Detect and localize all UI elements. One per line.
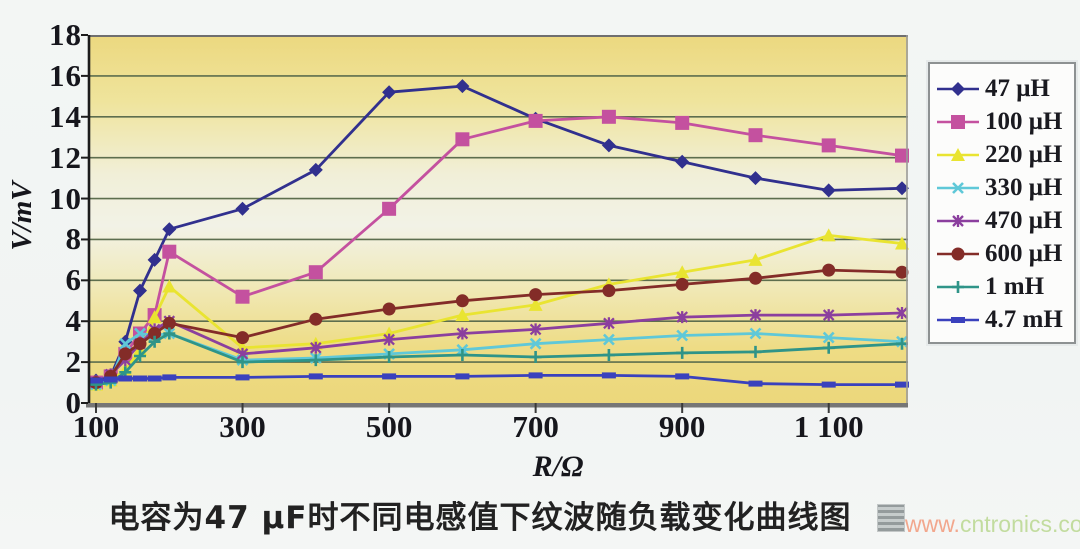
- chart-legend: 47 μH 100 μH 220 μH 330 μH 470 μH 600 μH 1 mH 4…: [928, 62, 1076, 344]
- y-tick-label: 0: [65, 384, 82, 420]
- legend-label: 1 mH: [985, 273, 1045, 300]
- legend-label: 470 μH: [985, 207, 1063, 234]
- x-tick-label: 500: [365, 409, 413, 444]
- x-tick-label: 100: [72, 409, 120, 444]
- y-tick-label: 10: [49, 180, 82, 216]
- legend-marker-icon: [937, 214, 979, 227]
- legend-label: 330 μH: [985, 174, 1063, 201]
- series-line: [94, 84, 904, 382]
- series-line: [94, 373, 904, 387]
- legend-label: 220 μH: [985, 141, 1063, 168]
- legend-marker-icon: [937, 247, 979, 260]
- legend-item: 47 μH: [936, 72, 1074, 105]
- chart-plot-area: [81, 34, 909, 413]
- series-line: [94, 268, 904, 385]
- figure-caption: 电容为47 μF时不同电感值下纹波随负载变化曲线图: [108, 500, 852, 536]
- y-tick-label: 14: [49, 98, 82, 134]
- legend-marker-icon: [937, 114, 979, 129]
- legend-marker-icon: [937, 147, 979, 161]
- y-tick-label: 2: [65, 343, 82, 379]
- legend-marker-icon: [937, 316, 979, 323]
- series-line: [94, 332, 904, 387]
- legend-label: 47 μH: [985, 75, 1050, 102]
- legend-item: 1 mH: [936, 270, 1074, 303]
- watermark-domain: cntronics.com: [959, 511, 1080, 537]
- legend-item: 4.7 mH: [936, 303, 1074, 336]
- x-tick-label: 900: [658, 409, 706, 444]
- series-line: [94, 115, 904, 385]
- series-markers: [90, 327, 908, 391]
- y-tick-label: 4: [65, 303, 82, 339]
- x-tick-label: 700: [512, 409, 559, 444]
- y-tick-label: 16: [49, 57, 82, 93]
- series-line: [94, 332, 904, 387]
- series-markers: [89, 372, 909, 388]
- watermark-text: www.cntronics.com: [905, 513, 1080, 536]
- x-tick-label: 300: [219, 409, 266, 444]
- legend-item: 600 μH: [936, 237, 1074, 270]
- legend-label: 100 μH: [985, 108, 1063, 135]
- legend-label: 4.7 mH: [985, 306, 1063, 333]
- legend-marker-icon: [937, 280, 979, 293]
- legend-item: 220 μH: [936, 138, 1074, 171]
- y-axis-title: V/mV: [6, 181, 38, 251]
- x-axis-title: R/Ω: [532, 450, 584, 483]
- series-line: [94, 311, 904, 385]
- legend-item: 330 μH: [936, 171, 1074, 204]
- y-tick-label: 12: [49, 139, 82, 175]
- x-tick-label: 1 100: [793, 409, 864, 444]
- y-tick-label: 6: [65, 262, 82, 298]
- watermark-prefix: www.: [905, 511, 960, 537]
- legend-label: 600 μH: [985, 240, 1063, 267]
- series-line: [94, 233, 904, 387]
- y-tick-label: 8: [65, 221, 82, 257]
- legend-item: 100 μH: [936, 105, 1074, 138]
- y-tick-label: 18: [49, 16, 82, 52]
- legend-marker-icon: [937, 81, 979, 96]
- watermark-logo-icon: [877, 504, 905, 532]
- legend-item: 470 μH: [936, 204, 1074, 237]
- legend-marker-icon: [937, 181, 979, 194]
